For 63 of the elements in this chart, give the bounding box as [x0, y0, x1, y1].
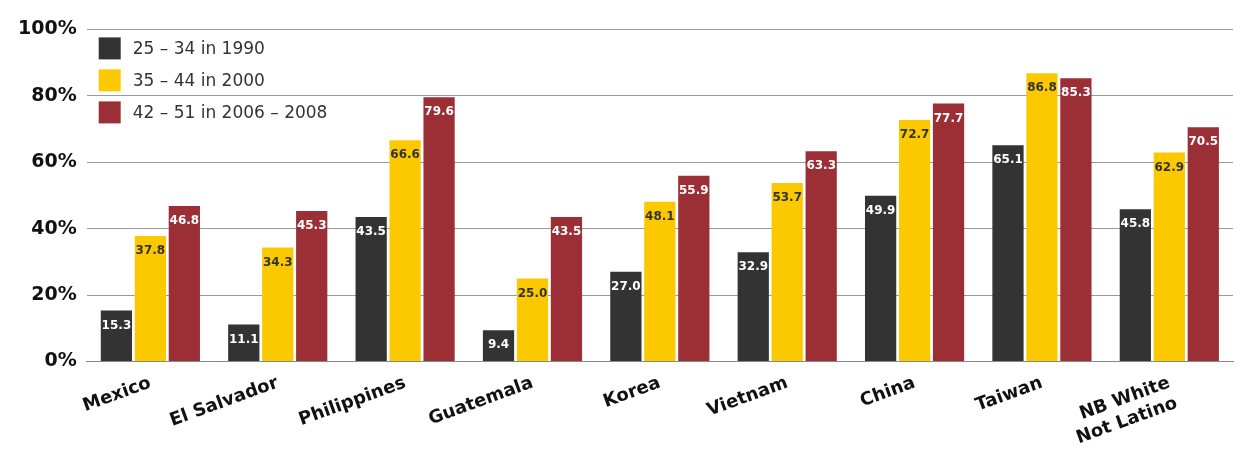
data-label: 34.3: [262, 254, 293, 269]
bar: [898, 120, 931, 361]
y-tick-label: 20%: [31, 281, 77, 304]
data-label: 27.0: [611, 278, 641, 293]
bar: [932, 103, 965, 361]
bar: [644, 201, 676, 361]
bar: [262, 247, 294, 361]
data-label: 37.8: [135, 243, 166, 258]
bar: [992, 145, 1024, 361]
bar: [516, 278, 549, 361]
data-label: 49.9: [865, 202, 896, 217]
bar: [1187, 127, 1219, 361]
data-label: 72.7: [899, 127, 930, 142]
data-label: 46.8: [169, 213, 200, 228]
bar: [610, 271, 642, 361]
bar: [168, 206, 200, 361]
bar: [805, 151, 837, 361]
bar: [771, 183, 803, 361]
bar: [134, 235, 167, 361]
data-label: 86.8: [1027, 80, 1057, 95]
x-tick-label: NB White Not Latino: [1073, 370, 1180, 448]
data-label: 9.4: [487, 337, 510, 352]
data-label: 63.3: [806, 158, 836, 173]
bar: [737, 252, 769, 361]
y-tick-label: 80%: [31, 82, 77, 105]
bar: [296, 211, 328, 361]
data-label: 85.3: [1061, 85, 1091, 100]
y-tick-label: 0%: [44, 348, 77, 371]
bar: [355, 216, 387, 361]
bar: [678, 175, 710, 361]
data-label: 62.9: [1154, 159, 1185, 174]
data-label: 25.0: [517, 285, 548, 300]
x-tick-label: Korea: [599, 370, 663, 411]
data-label: 45.3: [296, 218, 327, 233]
bar: [389, 140, 421, 361]
data-label: 66.6: [390, 147, 420, 162]
data-label: 79.6: [424, 104, 454, 119]
data-label: 77.7: [933, 110, 964, 125]
bar: [1153, 152, 1185, 361]
y-tick-label: 60%: [31, 149, 77, 172]
legend-label: 25 – 34 in 1990: [132, 37, 265, 58]
data-label: 70.5: [1188, 134, 1219, 149]
data-label: 43.5: [551, 224, 582, 239]
bar: [865, 195, 897, 361]
data-label: 11.1: [228, 331, 259, 346]
data-label: 48.1: [645, 208, 675, 223]
data-label: 32.9: [738, 259, 769, 274]
data-label: 45.8: [1120, 216, 1151, 231]
bar: [1026, 73, 1058, 361]
legend-label: 42 – 51 in 2006 – 2008: [132, 101, 328, 122]
data-label: 15.3: [101, 317, 132, 332]
data-label: 55.9: [679, 182, 709, 197]
data-label: 65.1: [993, 152, 1023, 167]
x-tick-label: China: [856, 370, 918, 411]
bar: [1119, 209, 1151, 361]
data-label: 53.7: [772, 190, 803, 205]
bar: [1060, 78, 1092, 361]
bar: [423, 97, 455, 361]
y-tick-label: 40%: [31, 215, 77, 238]
y-tick-label: 100%: [17, 16, 77, 39]
legend-label: 35 – 44 in 2000: [132, 69, 265, 90]
data-label: 43.5: [356, 224, 386, 239]
bar: [550, 216, 583, 361]
